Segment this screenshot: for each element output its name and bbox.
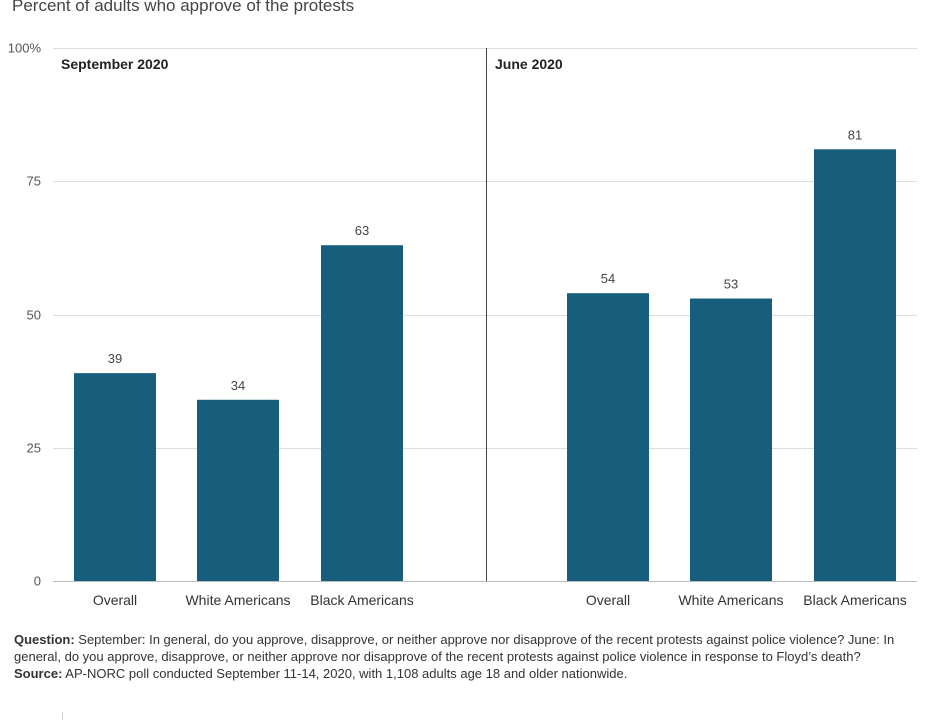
bar [321, 245, 403, 581]
chart-notes: Question: September: In general, do you … [14, 631, 934, 682]
x-tick-label: Overall [586, 592, 630, 608]
y-tick-label: 75 [27, 174, 41, 189]
data-label: 81 [848, 127, 862, 142]
panel-title: June 2020 [495, 56, 563, 72]
bar [197, 399, 279, 581]
y-tick-label: 50 [27, 308, 41, 323]
bar-chart: 0 25 50 75 100% 39 34 63 54 53 81 Overall White Am… [8, 41, 917, 608]
x-axis-ticks: Overall White Americans Black Americans Ove… [93, 592, 907, 608]
x-tick-label: White Americans [185, 592, 290, 608]
y-axis-ticks: 0 25 50 75 100% [8, 41, 42, 589]
chart-subtitle: Percent of adults who approve of the pro… [12, 0, 355, 15]
gridlines [53, 48, 917, 582]
panel-titles: September 2020 June 2020 [61, 56, 563, 72]
x-tick-label: White Americans [678, 592, 783, 608]
bars [74, 149, 896, 581]
bar [74, 373, 156, 581]
bar [814, 149, 896, 581]
y-tick-label: 25 [27, 441, 41, 456]
question-note: Question: September: In general, do you … [14, 631, 934, 665]
data-label: 39 [108, 351, 122, 366]
source-text: AP-NORC poll conducted September 11-14, … [62, 666, 628, 681]
bar [567, 293, 649, 581]
decorative-tick [62, 712, 63, 720]
panel-title: September 2020 [61, 56, 169, 72]
y-tick-label: 0 [34, 574, 41, 589]
source-label: Source: [14, 666, 63, 681]
x-tick-label: Black Americans [310, 592, 413, 608]
data-label: 54 [601, 271, 615, 286]
data-label: 34 [231, 378, 245, 393]
x-tick-label: Black Americans [803, 592, 906, 608]
value-labels: 39 34 63 54 53 81 [108, 127, 862, 393]
question-text: September: In general, do you approve, d… [14, 632, 895, 664]
y-tick-label: 100% [8, 41, 42, 56]
data-label: 63 [355, 223, 369, 238]
bar [690, 298, 772, 581]
source-note: Source: AP-NORC poll conducted September… [14, 665, 934, 682]
x-tick-label: Overall [93, 592, 137, 608]
question-label: Question: [14, 632, 75, 647]
data-label: 53 [724, 277, 738, 292]
